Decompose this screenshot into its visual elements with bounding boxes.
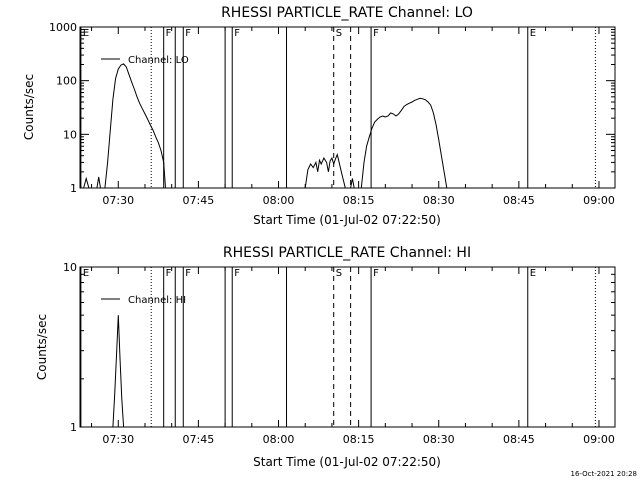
event-flag: F [373, 268, 379, 279]
event-flag: E [530, 268, 536, 279]
event-flag: E [83, 268, 89, 279]
event-flag: F [373, 28, 379, 39]
chart-title: RHESSI PARTICLE_RATE Channel: LO [221, 5, 473, 21]
event-flag: F [166, 268, 172, 279]
x-tick-label: 07:45 [183, 194, 215, 207]
event-flag: F [166, 28, 172, 39]
x-tick-label: 09:00 [583, 194, 615, 207]
x-tick-label: 09:00 [583, 433, 615, 446]
y-tick-label: 10 [63, 128, 77, 141]
event-flag: F [234, 268, 240, 279]
event-flag: E [530, 28, 536, 39]
lo-channel-plot: RHESSI PARTICLE_RATE Channel: LO Start T… [22, 5, 616, 227]
x-axis-label: Start Time (01-Jul-02 07:22:50) [253, 213, 441, 227]
y-axis-label: Counts/sec [22, 74, 36, 140]
y-tick-label: 1000 [49, 21, 77, 34]
y-axis-label: Counts/sec [35, 314, 49, 380]
legend-label: Channel: HI [128, 295, 186, 306]
series-line [112, 315, 125, 428]
x-tick-label: 08:45 [503, 433, 535, 446]
hi-channel-plot: RHESSI PARTICLE_RATE Channel: HI Start T… [35, 245, 616, 469]
plot-frame [79, 266, 616, 428]
y-tick-label: 1 [70, 421, 77, 434]
x-axis-label: Start Time (01-Jul-02 07:22:50) [253, 455, 441, 469]
series-line [83, 63, 448, 189]
x-tick-label: 08:30 [423, 194, 455, 207]
x-tick-label: 08:30 [423, 433, 455, 446]
event-flag: F [185, 268, 191, 279]
x-tick-label: 08:45 [503, 194, 535, 207]
event-flag: F [185, 28, 191, 39]
plot-frame [79, 26, 616, 189]
event-flag: S [336, 28, 342, 39]
x-tick-label: 08:15 [343, 194, 375, 207]
event-flag: F [234, 28, 240, 39]
event-flag: S [336, 268, 342, 279]
y-tick-label: 1 [70, 182, 77, 195]
x-tick-label: 08:15 [343, 433, 375, 446]
chart-title: RHESSI PARTICLE_RATE Channel: HI [223, 245, 471, 261]
x-tick-label: 07:30 [102, 433, 134, 446]
legend-label: Channel: LO [128, 55, 189, 66]
event-flag: E [83, 28, 89, 39]
x-tick-label: 08:00 [263, 433, 295, 446]
x-tick-label: 08:00 [263, 194, 295, 207]
y-tick-label: 10 [63, 261, 77, 274]
x-tick-label: 07:45 [183, 433, 215, 446]
y-tick-label: 100 [56, 75, 77, 88]
x-tick-label: 07:30 [102, 194, 134, 207]
footer-timestamp: 16-Oct-2021 20:28 [571, 470, 637, 478]
